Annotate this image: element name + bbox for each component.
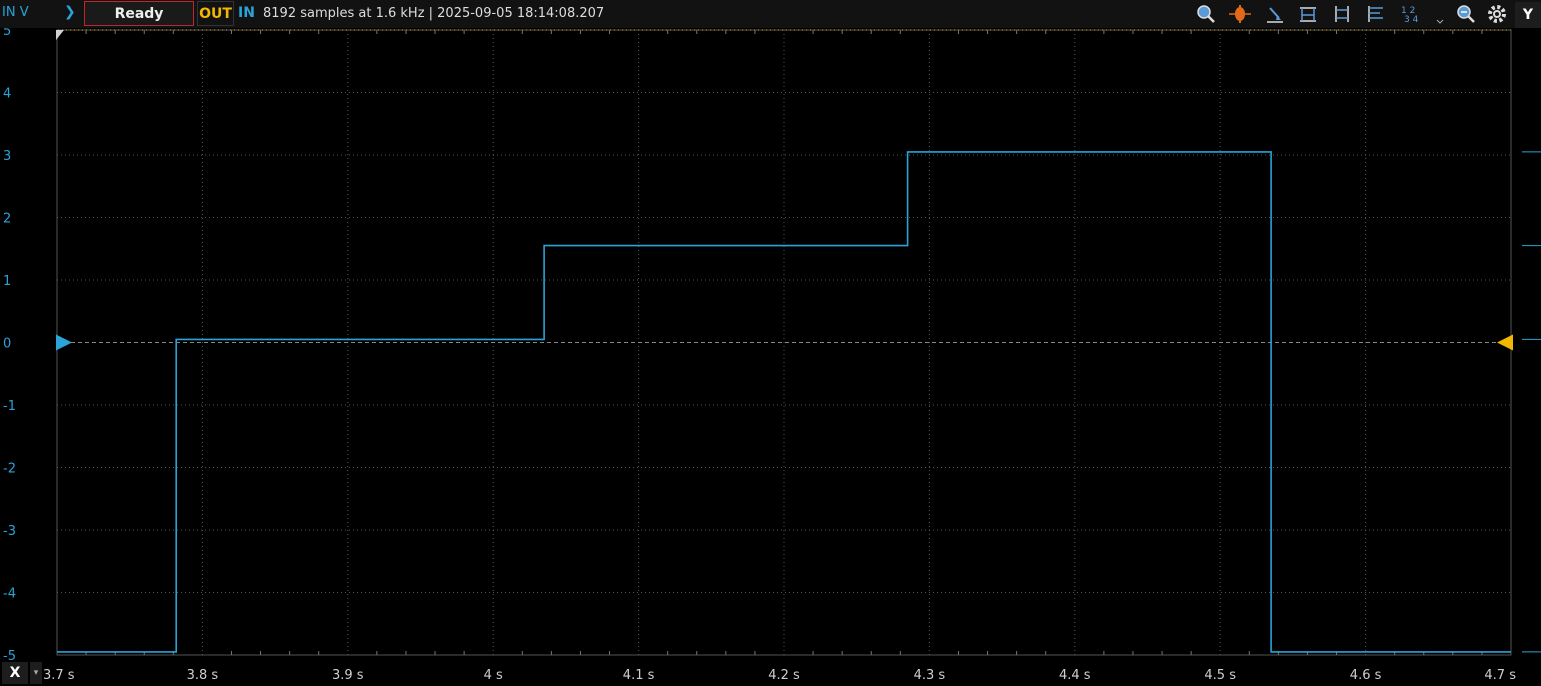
y-tick-label: 2 — [3, 212, 11, 227]
measurement-icon[interactable] — [1365, 3, 1387, 25]
x-tick-label: 3.7 s — [43, 668, 75, 683]
y-axis-ticks: 5 4 3 2 1 0 -1 -2 -3 -4 -5 — [3, 24, 16, 664]
trigger-corner-marker — [56, 30, 64, 40]
x-channel-button[interactable]: X — [2, 662, 28, 684]
x-axis-ticks: 3.7 s 3.8 s 3.9 s 4 s 4.1 s 4.2 s 4.3 s 4.4 s 4.… — [43, 668, 1516, 683]
svg-text:3 4: 3 4 — [1404, 15, 1419, 24]
x-tick-label: 4.2 s — [768, 668, 800, 683]
top-toolbar — [0, 0, 1541, 28]
in-channel-tag[interactable]: IN — [238, 5, 255, 21]
svg-text:1 2: 1 2 — [1401, 6, 1415, 16]
x-tick-label: 4.4 s — [1059, 668, 1091, 683]
y-tick-label: -5 — [3, 649, 16, 664]
y-channel-button[interactable]: Y — [1515, 2, 1541, 28]
in-zero-marker — [56, 334, 72, 351]
x-tick-label: 3.8 s — [187, 668, 219, 683]
in-channel-trace — [57, 151, 1511, 653]
dropdown-icon[interactable] — [1434, 3, 1446, 25]
y-tick-label: 4 — [3, 87, 11, 102]
vertical-cursor-icon[interactable] — [1331, 3, 1353, 25]
y-tick-label: 0 — [3, 337, 11, 352]
zoom-in-icon[interactable] — [1195, 3, 1217, 25]
x-tick-label: 4.7 s — [1484, 668, 1516, 683]
y-axis-title: IN V — [2, 5, 29, 20]
cursor-icon[interactable] — [1229, 3, 1251, 25]
x-channel-menu-icon[interactable]: ▾ — [30, 662, 42, 684]
y-tick-label: 3 — [3, 149, 11, 164]
x-tick-label: 4 s — [484, 668, 503, 683]
y-tick-label: -2 — [3, 462, 16, 477]
x-tick-label: 3.9 s — [332, 668, 364, 683]
y-tick-label: -4 — [3, 587, 16, 602]
y-tick-label: -1 — [3, 399, 16, 414]
out-channel-tag[interactable]: OUT — [197, 1, 234, 26]
zoom-out-icon[interactable] — [1455, 3, 1477, 25]
acquisition-status: 8192 samples at 1.6 kHz | 2025-09-05 18:… — [263, 6, 605, 21]
x-tick-label: 4.3 s — [914, 668, 946, 683]
y-tick-label: 1 — [3, 274, 11, 289]
y-tick-label: -3 — [3, 524, 16, 539]
x-tick-label: 4.1 s — [623, 668, 655, 683]
run-state-button[interactable]: Ready — [84, 1, 194, 26]
y-tick-label: 5 — [3, 24, 11, 39]
trigger-level-icon[interactable] — [1264, 3, 1286, 25]
horizontal-cursor-icon[interactable] — [1297, 3, 1319, 25]
x-tick-label: 4.6 s — [1350, 668, 1382, 683]
run-arrow-icon[interactable]: ❯ — [64, 4, 76, 20]
out-zero-marker — [1497, 334, 1513, 351]
settings-gear-icon[interactable] — [1486, 3, 1508, 25]
x-tick-label: 4.5 s — [1204, 668, 1236, 683]
plot-grid — [56, 29, 1512, 656]
